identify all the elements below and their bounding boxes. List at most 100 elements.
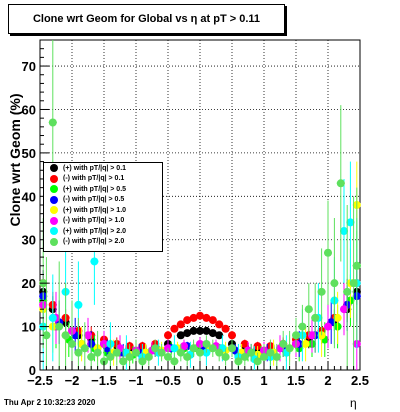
- data-point: [324, 322, 332, 331]
- legend-marker: [50, 206, 58, 215]
- legend-marker: [50, 227, 58, 236]
- x-tick-label: 0.5: [223, 373, 241, 388]
- data-point: [68, 339, 76, 348]
- data-point: [343, 287, 352, 296]
- data-point: [333, 313, 342, 322]
- legend-entry: (-) with pT/|q| > 2.0: [44, 237, 162, 248]
- data-point: [215, 320, 224, 329]
- timestamp-footer: Thu Apr 2 10:32:23 2020: [4, 398, 96, 407]
- legend-marker: [50, 237, 58, 246]
- data-point: [144, 352, 153, 361]
- data-point: [183, 316, 192, 325]
- legend-label: (-) with pT/|q| > 0.1: [63, 175, 125, 183]
- data-point: [208, 329, 217, 338]
- x-tick-label: −1.5: [91, 373, 117, 388]
- data-point: [183, 329, 192, 338]
- y-tick-label: 70: [22, 59, 36, 74]
- data-point: [202, 326, 211, 335]
- legend-label: (+) with pT/|q| > 1.0: [63, 206, 127, 214]
- data-point: [170, 324, 179, 333]
- legend-label: (+) with pT/|q| > 0.1: [63, 164, 127, 172]
- data-point: [80, 344, 89, 353]
- data-point: [157, 348, 166, 357]
- data-point: [330, 279, 339, 288]
- x-tick-label: 0: [196, 373, 203, 388]
- legend-entry: (+) with pT/|q| > 0.1: [44, 163, 162, 174]
- data-point: [340, 305, 348, 314]
- data-point: [183, 352, 192, 361]
- data-point: [311, 313, 320, 322]
- legend-entry: (+) with pT/|q| > 2.0: [44, 226, 162, 237]
- data-point: [260, 352, 268, 361]
- data-point: [132, 348, 140, 357]
- x-tick-label: −2.5: [27, 373, 53, 388]
- data-point: [228, 344, 236, 353]
- data-point: [119, 357, 128, 366]
- legend-label: (-) with pT/|q| > 0.5: [63, 196, 125, 204]
- legend-label: (+) with pT/|q| > 2.0: [63, 227, 127, 235]
- data-point: [247, 348, 256, 357]
- series-7: [39, 40, 361, 370]
- data-point: [90, 257, 99, 266]
- legend-label: (-) with pT/|q| > 1.0: [63, 217, 125, 225]
- data-point: [208, 344, 217, 353]
- x-tick-label: −0.5: [155, 373, 181, 388]
- legend-marker: [50, 216, 58, 225]
- data-point: [93, 348, 102, 357]
- data-point: [189, 313, 198, 322]
- data-point: [112, 348, 121, 357]
- x-tick-label: 2.5: [351, 373, 369, 388]
- data-point: [215, 348, 224, 357]
- data-point: [272, 352, 281, 361]
- legend-marker: [50, 164, 58, 173]
- data-point: [279, 339, 288, 348]
- y-axis-label: Clone wrt Geom (%): [0, 93, 30, 226]
- data-point: [266, 348, 275, 357]
- x-tick-label: 2: [324, 373, 331, 388]
- y-tick-label: 50: [22, 146, 36, 161]
- x-tick-label: 1: [260, 373, 267, 388]
- data-point: [340, 227, 348, 236]
- chart-title-text: Clone wrt Geom for Global vs η at pT > 0…: [32, 13, 261, 25]
- data-point: [180, 342, 188, 351]
- data-point: [42, 331, 51, 340]
- x-tick-label: 1.5: [287, 373, 305, 388]
- axes-group: −2.5 −2 −1.5 −1 −0.5 0 0.5 1 1.5 2 2.5 0 10 20 30 40 50 6…: [22, 39, 369, 388]
- data-point: [87, 352, 96, 361]
- data-point: [301, 339, 310, 348]
- data-point: [170, 344, 179, 353]
- data-point: [189, 326, 198, 335]
- x-tick-label: −1: [129, 373, 144, 388]
- legend-marker: [50, 195, 58, 204]
- data-point: [285, 344, 294, 353]
- data-point: [138, 357, 147, 366]
- data-point: [308, 331, 316, 340]
- data-point: [189, 344, 198, 353]
- data-point: [304, 305, 313, 314]
- y-axis-label-text: Clone wrt Geom (%): [7, 93, 23, 227]
- data-point: [196, 348, 204, 357]
- y-tick-label: 60: [22, 102, 36, 117]
- data-point: [61, 331, 70, 340]
- data-point: [151, 344, 160, 353]
- data-point: [48, 118, 57, 127]
- data-point: [176, 331, 185, 340]
- legend-entry: (-) with pT/|q| > 1.0: [44, 216, 162, 227]
- data-point: [196, 311, 204, 320]
- data-point: [196, 326, 204, 335]
- legend-entry: (-) with pT/|q| > 0.5: [44, 195, 162, 206]
- data-point: [221, 352, 230, 361]
- data-point: [164, 331, 172, 340]
- data-point: [240, 352, 249, 361]
- data-point: [292, 331, 300, 340]
- data-point: [215, 331, 224, 340]
- y-tick-label: 10: [22, 320, 36, 335]
- legend-entry: (+) with pT/|q| > 0.5: [44, 184, 162, 195]
- legend-entry: (-) with pT/|q| > 0.1: [44, 174, 162, 185]
- data-point: [240, 339, 249, 348]
- data-point: [317, 287, 326, 296]
- data-point: [125, 352, 134, 361]
- data-point: [55, 322, 64, 331]
- series-group: [39, 40, 361, 370]
